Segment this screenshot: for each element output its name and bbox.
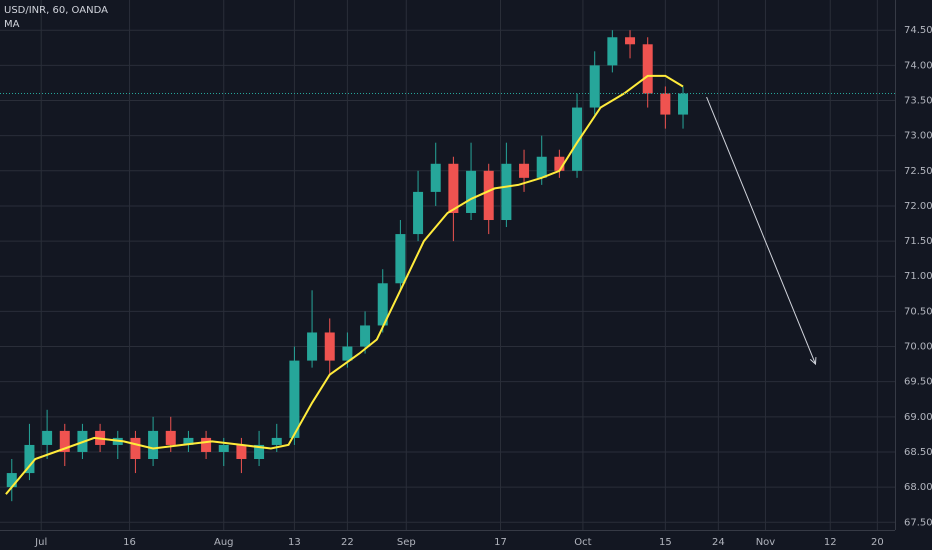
candle-body: [377, 283, 388, 326]
chart-title: USD/INR, 60, OANDA: [4, 5, 108, 16]
candle-body: [536, 156, 547, 178]
candle-body: [501, 163, 512, 221]
y-tick-label: 72.000: [904, 201, 932, 212]
candle-body: [678, 93, 689, 115]
x-tick-label: Oct: [574, 537, 591, 548]
x-tick-label: Nov: [756, 537, 776, 548]
x-tick-label: 17: [494, 537, 507, 548]
candle-body: [395, 234, 406, 284]
candle-body: [324, 332, 335, 361]
x-tick-label: 24: [712, 537, 725, 548]
y-tick-label: 70.000: [904, 342, 932, 353]
x-tick-label: 22: [341, 537, 354, 548]
candle-body: [6, 473, 17, 488]
y-tick-label: 71.500: [904, 236, 932, 247]
candle-body: [165, 430, 176, 445]
y-tick-label: 68.500: [904, 447, 932, 458]
y-tick-label: 69.000: [904, 412, 932, 423]
arrow-head: [809, 357, 817, 366]
candle-body: [660, 93, 671, 115]
moving-average: [5, 74, 684, 495]
indicator-label: MA: [4, 19, 20, 30]
grid: [0, 0, 895, 530]
candle-body: [625, 37, 636, 45]
x-tick-label: 13: [288, 537, 301, 548]
candle-body: [413, 191, 424, 235]
y-tick-label: 68.000: [904, 482, 932, 493]
candle-body: [307, 332, 318, 361]
x-tick-label: Aug: [214, 537, 234, 548]
candle-body: [59, 430, 70, 452]
candle-body: [448, 163, 459, 213]
candle-body: [607, 37, 618, 66]
x-tick-label: 16: [123, 537, 136, 548]
candle-body: [42, 430, 53, 445]
y-tick-label: 73.000: [904, 131, 932, 142]
x-tick-label: 15: [659, 537, 672, 548]
y-tick-label: 69.500: [904, 377, 932, 388]
candle-body: [271, 437, 282, 445]
y-tick-label: 74.000: [904, 60, 932, 71]
candle-body: [254, 444, 265, 460]
marks: [0, 30, 895, 502]
y-tick-label: 72.500: [904, 166, 932, 177]
candle-body: [483, 170, 494, 221]
y-tick-label: 73.500: [904, 96, 932, 107]
x-tick-label: 12: [824, 537, 837, 548]
candle-body: [572, 107, 583, 171]
candle-body: [289, 360, 300, 438]
candle-body: [466, 170, 477, 213]
y-tick-label: 74.500: [904, 25, 932, 36]
candle-body: [519, 163, 530, 178]
candle-body: [342, 346, 353, 361]
candle-body: [148, 430, 159, 460]
candle-body: [360, 325, 371, 347]
candle-body: [589, 65, 600, 108]
x-tick-label: 20: [871, 537, 884, 548]
x-tick-label: Jul: [34, 537, 47, 548]
candle-body: [236, 444, 247, 460]
candle-body: [430, 163, 441, 192]
candle-body: [24, 444, 35, 474]
candle-body: [201, 437, 212, 452]
y-tick-label: 67.500: [904, 517, 932, 528]
y-tick-label: 71.000: [904, 271, 932, 282]
candle-body: [183, 437, 194, 445]
candle-body: [642, 44, 653, 94]
candle-body: [130, 437, 141, 460]
trend-arrow: [706, 96, 816, 365]
candle-body: [554, 156, 565, 171]
y-tick-label: 70.500: [904, 306, 932, 317]
candle-body: [218, 444, 229, 452]
x-tick-label: Sep: [397, 537, 416, 548]
